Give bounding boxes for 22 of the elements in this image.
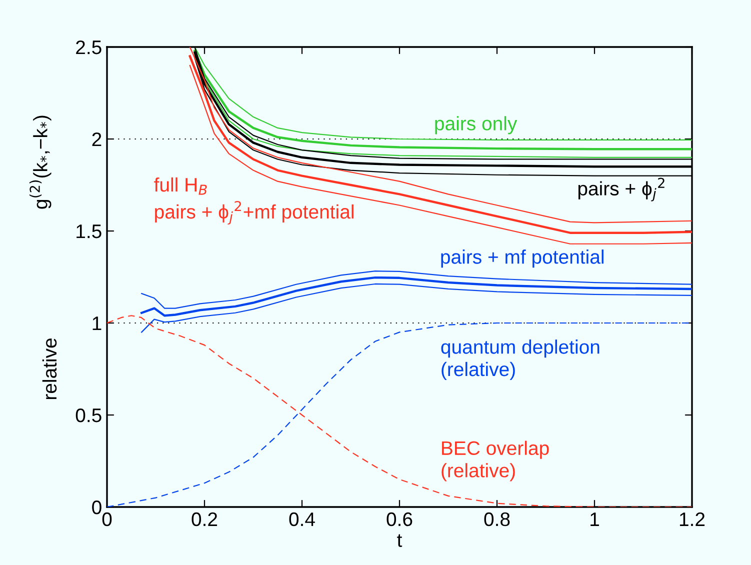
series-label: pairs only [435, 116, 518, 134]
y-tick-label: 2.5 [76, 40, 102, 54]
series-label: quantum depletion (relative) [441, 340, 600, 380]
x-tick-label: 0 [102, 512, 112, 526]
x-axis-title: t [397, 534, 402, 548]
x-tick-label: 0.4 [289, 512, 315, 526]
y-tick-label: 2 [92, 132, 102, 146]
x-tick-label: 1.2 [680, 512, 705, 526]
series-label: pairs + ϕ$_{j}$$^{2}$ [578, 178, 664, 202]
text: relative [42, 338, 57, 400]
series-label: pairs + mf potential [441, 250, 604, 268]
x-tick-label: 0.8 [484, 512, 510, 526]
y-tick-label: 1 [92, 316, 102, 330]
series-label: full H$_{B}$ pairs + ϕ$_{j}$$^{2}$+mf potential [154, 177, 354, 225]
y-tick-label: 0 [92, 500, 102, 514]
x-tick-label: 1 [590, 512, 599, 526]
y-axis-title: g$^{(2)}$(k$_{*}$,−k$_{*}$) [29, 116, 52, 209]
y-tick-label: 1.5 [76, 224, 102, 238]
y-tick-label: 0.5 [76, 408, 102, 422]
x-tick-label: 0.2 [192, 512, 218, 526]
x-tick-label: 0.6 [386, 512, 412, 526]
series-label: BEC overlap (relative) [442, 440, 549, 482]
